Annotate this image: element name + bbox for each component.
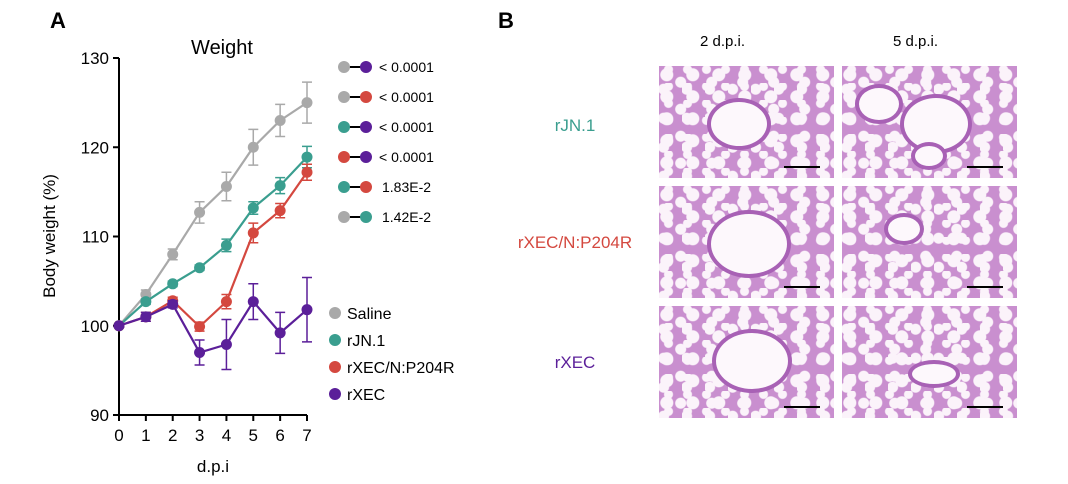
legend-label: rXEC [347,387,385,404]
p-value: 1.42E-2 [382,209,431,225]
p-value: < 0.0001 [379,89,434,105]
data-point [247,202,259,214]
data-point [301,166,313,178]
x-tick-label: 5 [249,426,258,445]
y-tick-label: 100 [81,317,109,336]
data-point [220,181,232,193]
data-point [167,248,179,260]
histology-image [842,306,1017,418]
x-tick-label: 7 [302,426,311,445]
x-tick-label: 0 [114,426,123,445]
scale-bar [784,286,820,288]
p-value: < 0.0001 [379,59,434,75]
x-axis-label: d.p.i [197,457,229,476]
data-point [247,296,259,308]
comparison-marker [338,211,350,223]
y-tick-label: 130 [81,49,109,68]
y-tick-label: 90 [90,406,109,425]
data-point [194,321,206,333]
data-point [194,262,206,274]
data-point [113,320,125,332]
series-line [118,299,308,354]
scale-bar [967,286,1003,288]
data-point [167,298,179,310]
data-point [274,205,286,217]
y-tick-label: 120 [81,138,109,157]
column-label: 2 d.p.i. [700,33,746,50]
data-point [247,227,259,239]
data-point [220,296,232,308]
p-value: 1.83E-2 [382,179,431,195]
x-tick-label: 6 [275,426,284,445]
legend-label: Saline [347,306,392,323]
legend-label: rXEC/N:P204R [347,360,455,377]
comparison-marker [360,211,372,223]
x-tick-label: 3 [195,426,204,445]
comparison-marker [360,151,372,163]
histology-image [842,66,1017,178]
row-label: rJN.1 [554,116,596,135]
data-point [301,304,313,316]
legend-marker [329,334,341,346]
weight-chart: 90 100 110 120 130 0 1 2 3 4 5 6 7 Weight d.p.i Body we… [40,37,455,476]
data-point [247,141,259,153]
comparison-marker [338,151,350,163]
panel-label-b: B [498,8,514,33]
row-label: rXEC/N:P204R [517,233,633,252]
scale-bar [967,166,1003,168]
y-tick-label: 110 [82,228,109,247]
comparison-marker [338,181,350,193]
comparison-marker [360,91,372,103]
x-tick-label: 1 [141,426,150,445]
data-point [194,347,206,359]
data-point [194,206,206,218]
comparison-marker [360,181,372,193]
x-tick-label: 4 [222,426,231,445]
scale-bar [967,406,1003,408]
data-point [220,239,232,251]
data-point [301,151,313,163]
comparison-marker [360,61,372,73]
histology-image [659,186,834,298]
legend-marker [329,388,341,400]
histology-image [659,66,834,178]
data-point [140,311,152,323]
chart-title: Weight [191,37,253,59]
data-point [274,180,286,192]
comparison-marker [360,121,372,133]
legend-marker [329,307,341,319]
comparison-marker [338,61,350,73]
data-point [140,296,152,308]
p-value: < 0.0001 [379,119,434,135]
data-point [274,327,286,339]
histology-image [659,306,834,418]
comparison-marker [338,121,350,133]
column-label: 5 d.p.i. [893,33,939,50]
series-line [118,101,308,327]
legend-label: rJN.1 [347,333,385,350]
histology-image [842,186,1017,298]
legend-marker [329,361,341,373]
scale-bar [784,406,820,408]
x-tick-label: 2 [168,426,177,445]
data-point [301,97,313,109]
data-point [167,278,179,290]
row-label: rXEC [554,353,596,372]
panel-label-a: A [50,8,66,33]
data-point [220,338,232,350]
p-value: < 0.0001 [379,149,434,165]
comparison-marker [338,91,350,103]
scale-bar [784,166,820,168]
y-axis-label: Body weight (%) [40,174,59,298]
data-point [274,114,286,126]
